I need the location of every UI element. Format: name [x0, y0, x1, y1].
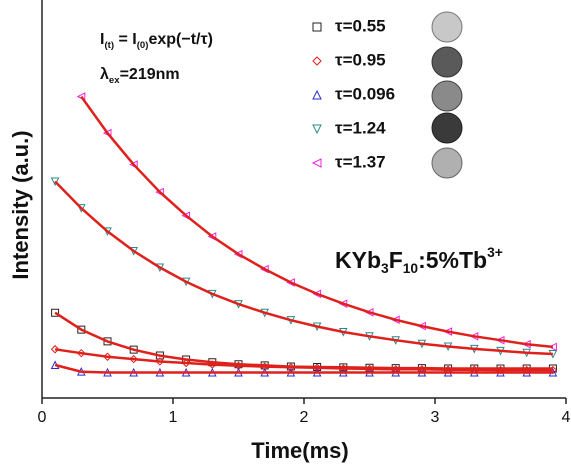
annotation-part: =219nm [120, 66, 180, 83]
fit-line [54, 348, 553, 372]
series [76, 92, 557, 352]
marker [77, 325, 86, 334]
annotation-part: exp(−t/τ) [148, 31, 212, 48]
excitation: λex=219nm [100, 66, 180, 85]
x-tick-label: 2 [300, 409, 309, 426]
legend-label: τ=1.37 [335, 152, 386, 171]
annotation-part: λ [100, 66, 109, 83]
inset-image [431, 80, 463, 112]
marker [50, 345, 60, 354]
sample-label: KYb3F10:5%Tb3+ [335, 244, 503, 275]
fit-line [54, 311, 553, 370]
annotation-part: 3+ [487, 244, 503, 259]
annotation-part: (0) [137, 39, 149, 50]
fit-line [80, 95, 554, 349]
fit-line [54, 180, 553, 356]
marker [233, 249, 243, 259]
inset-image [431, 112, 463, 144]
legend-label: τ=0.55 [335, 16, 386, 35]
marker [129, 345, 138, 354]
legend-marker [312, 56, 322, 66]
x-tick-label: 4 [562, 409, 571, 426]
legend-marker [312, 22, 322, 32]
legend-marker [312, 124, 322, 135]
annotation-part: (t) [104, 39, 114, 50]
annotation-part: 10 [403, 261, 419, 276]
inset-images [431, 11, 463, 179]
annotation-part: KYb [335, 247, 381, 273]
legend-label: τ=0.95 [335, 50, 386, 69]
annotation-part: ex [109, 74, 120, 85]
y-axis-title: Intensity (a.u.) [8, 130, 33, 279]
marker [103, 337, 112, 346]
inset-image [431, 46, 463, 78]
annotation-part: 3 [381, 261, 389, 276]
annotation-part: I [100, 31, 104, 48]
x-axis-title: Time(ms) [251, 438, 348, 463]
annotation-part: :5%Tb [418, 247, 487, 273]
x-tick-label: 1 [169, 409, 178, 426]
legend-marker [311, 158, 322, 168]
marker [50, 177, 60, 187]
series [51, 308, 557, 373]
marker [286, 278, 295, 287]
x-tick-label: 3 [431, 409, 440, 426]
legend-label: τ=1.24 [335, 118, 386, 137]
legend-label: τ=0.096 [335, 84, 395, 103]
marker [260, 264, 269, 274]
annotation-part: F [389, 247, 403, 273]
x-tick-label: 0 [38, 409, 47, 426]
marker [181, 211, 191, 220]
marker [207, 232, 217, 241]
inset-image [431, 147, 463, 179]
formula: I(t) = I(0)exp(−t/τ) [100, 31, 213, 50]
marker [548, 342, 557, 352]
marker [155, 351, 164, 360]
annotation-part: = I [114, 31, 137, 48]
inset-image [431, 11, 463, 43]
marker [312, 289, 322, 299]
fit-line [54, 363, 553, 374]
legend-marker [312, 89, 322, 100]
